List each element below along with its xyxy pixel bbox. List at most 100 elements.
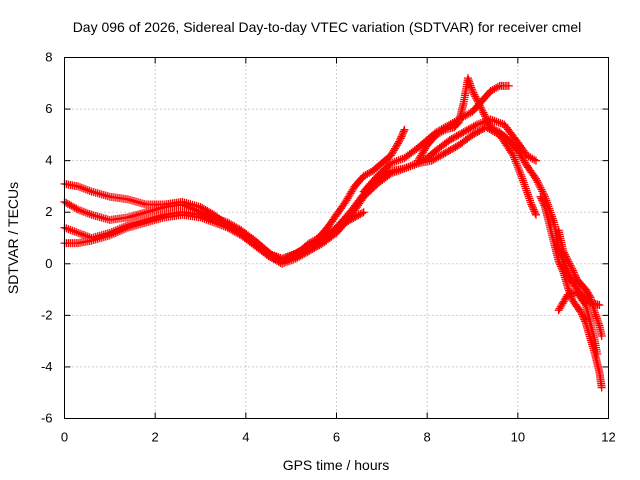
- data-point: [390, 144, 399, 153]
- data-point: [68, 226, 77, 235]
- data-point: [213, 220, 222, 229]
- x-tick-label: 12: [601, 430, 615, 445]
- data-point: [343, 194, 352, 203]
- data-point: [469, 88, 478, 97]
- data-point: [538, 197, 547, 206]
- data-point: [416, 153, 425, 162]
- data-point: [557, 264, 566, 273]
- data-point: [72, 204, 81, 213]
- data-point: [473, 120, 482, 129]
- data-point: [531, 209, 540, 218]
- data-point: [81, 208, 90, 217]
- data-point: [347, 187, 356, 196]
- data-point: [111, 228, 120, 237]
- data-point: [386, 151, 395, 160]
- data-point: [527, 200, 536, 209]
- series-sat-i: [554, 288, 602, 359]
- data-point: [117, 226, 126, 235]
- data-point: [280, 259, 289, 268]
- data-point: [81, 185, 90, 194]
- data-point: [388, 168, 397, 177]
- data-point: [448, 145, 457, 154]
- data-point: [534, 180, 543, 189]
- x-tick-label: 6: [333, 430, 340, 445]
- data-point: [396, 134, 405, 143]
- data-point: [206, 217, 215, 226]
- data-point: [74, 205, 83, 214]
- data-point: [493, 82, 502, 91]
- data-point: [414, 156, 423, 165]
- data-point: [408, 161, 417, 170]
- data-point: [516, 170, 525, 179]
- data-point: [569, 268, 578, 277]
- data-point: [70, 203, 79, 212]
- data-point: [432, 153, 441, 162]
- data-point: [83, 209, 92, 218]
- data-point: [510, 153, 519, 162]
- data-point: [77, 183, 86, 192]
- data-point: [85, 186, 94, 195]
- data-point: [300, 249, 309, 258]
- y-axis-title: SDTVAR / TECUs: [5, 182, 21, 294]
- data-point: [454, 131, 463, 140]
- data-point: [313, 242, 322, 251]
- data-point: [525, 194, 534, 203]
- data-point: [281, 258, 290, 267]
- data-point: [484, 119, 493, 128]
- data-point: [556, 260, 565, 269]
- data-point: [475, 126, 484, 135]
- data-point: [446, 146, 455, 155]
- data-point: [400, 164, 409, 173]
- data-point: [471, 92, 480, 101]
- data-point: [264, 252, 273, 261]
- grid: [64, 57, 609, 419]
- data-point: [457, 129, 466, 138]
- data-point: [62, 198, 71, 207]
- data-point: [393, 139, 402, 148]
- data-point: [523, 188, 532, 197]
- data-point: [219, 222, 228, 231]
- data-point: [74, 182, 83, 191]
- y-tick-label: -6: [41, 411, 53, 426]
- data-point: [449, 144, 458, 153]
- data-point: [266, 253, 275, 262]
- data-point: [392, 141, 401, 150]
- data-point: [562, 254, 571, 263]
- data-point: [315, 241, 324, 250]
- data-point: [461, 127, 470, 136]
- data-point: [474, 119, 483, 128]
- data-point: [470, 129, 479, 138]
- data-point: [476, 103, 485, 112]
- data-point: [526, 198, 535, 207]
- data-point: [210, 218, 219, 227]
- data-point: [538, 187, 547, 196]
- data-point: [180, 201, 189, 210]
- data-point: [387, 149, 396, 158]
- data-point: [532, 176, 541, 185]
- data-point: [109, 229, 118, 238]
- data-point: [437, 150, 446, 159]
- data-point: [341, 197, 350, 206]
- data-point: [394, 166, 403, 175]
- data-point: [567, 263, 576, 272]
- data-point: [444, 146, 453, 155]
- data-point: [519, 178, 528, 187]
- data-point: [289, 255, 298, 264]
- data-point: [66, 225, 75, 234]
- data-point: [113, 227, 122, 236]
- data-point: [477, 105, 486, 114]
- data-point: [445, 136, 454, 145]
- data-point: [65, 200, 74, 209]
- data-point: [531, 174, 540, 183]
- data-point: [593, 350, 602, 359]
- data-point: [597, 383, 606, 392]
- data-point: [115, 227, 124, 236]
- data-point: [76, 183, 85, 192]
- data-point: [215, 220, 224, 229]
- data-point: [509, 151, 518, 160]
- y-tick-label: 0: [45, 256, 52, 271]
- data-point: [536, 183, 545, 192]
- data-point: [439, 149, 448, 158]
- data-point: [388, 148, 397, 157]
- data-point: [398, 129, 407, 138]
